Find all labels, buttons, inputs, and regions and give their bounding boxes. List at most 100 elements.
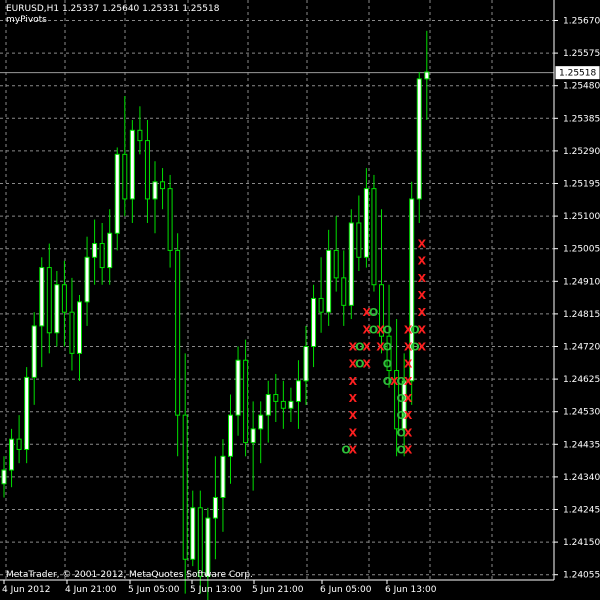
candle [84, 236, 90, 326]
candle [348, 209, 354, 320]
candle [228, 394, 233, 484]
candle [250, 401, 256, 491]
candle [31, 312, 37, 405]
time-tick-label: 5 Jun 13:00 [190, 585, 242, 595]
candle [190, 490, 196, 567]
candle-body-bull [1, 469, 7, 485]
candle [24, 367, 30, 464]
candle-body-bull [235, 359, 241, 416]
time-tick-label: 4 Jun 21:00 [65, 585, 117, 595]
candle-body-bull [212, 496, 218, 519]
candle [341, 250, 347, 326]
candle [99, 222, 105, 285]
copyright-label: MetaTrader, © 2001-2012, MetaQuotes Soft… [6, 570, 253, 580]
pnf-x-mark: X [418, 255, 427, 268]
candle [114, 147, 120, 251]
symbol-info-label: EURUSD,H1 1.25337 1.25640 1.25331 1.2551… [6, 4, 220, 14]
time-tick-label: 4 Jun 2012 [2, 585, 50, 595]
candle-body-bear [379, 284, 384, 337]
time-tick-label: 6 Jun 05:00 [320, 585, 372, 595]
pnf-x-mark: X [418, 306, 427, 319]
candle [69, 277, 75, 371]
candle-body-bull [311, 297, 317, 347]
candle-body-bull [114, 153, 120, 234]
candle-body-bull [92, 243, 98, 258]
candle-body-bull [220, 455, 226, 498]
current-price-tag [555, 66, 600, 80]
candle-body-bull [250, 428, 256, 444]
pnf-x-mark: X [418, 289, 427, 302]
candle-body-bear [197, 507, 203, 577]
candle-body-bull [152, 181, 158, 200]
candle [46, 243, 52, 354]
candle-body-bear [182, 414, 188, 560]
pnf-x-mark: X [404, 341, 413, 354]
candle-body-bull [424, 71, 430, 80]
pnf-x-mark: X [404, 358, 413, 371]
price-tick-label: 1.24055 [563, 571, 600, 581]
axis-labels: 1.25670 1.25575 1.25480 1.25385 1.25290 1.251… [2, 17, 600, 596]
candle-body-bull [265, 394, 271, 416]
candle-body-bull [77, 301, 82, 354]
candle [409, 181, 415, 405]
candle-body-bear [333, 249, 339, 279]
pnf-x-mark: X [418, 323, 427, 336]
candle-body-bull [129, 129, 135, 200]
candle [311, 284, 317, 368]
candle [333, 216, 339, 292]
price-tick-label: 1.24530 [563, 408, 600, 418]
candle [16, 415, 22, 464]
pnf-o-mark: O [397, 409, 406, 422]
price-tick-label: 1.24435 [563, 440, 600, 450]
candle [235, 346, 241, 436]
pnf-o-mark: O [410, 341, 419, 354]
candle-body-bull [416, 78, 422, 200]
candle [205, 507, 211, 600]
price-tick-label: 1.25670 [563, 17, 600, 27]
candle [212, 456, 218, 560]
price-tick-label: 1.24245 [563, 506, 600, 516]
candle-body-bear [144, 140, 150, 200]
pnf-x-mark: X [362, 358, 371, 371]
candle-body-bear [137, 129, 143, 142]
pnf-x-mark: X [349, 341, 358, 354]
candle [175, 233, 181, 457]
candle [160, 168, 166, 210]
pnf-x-mark: X [349, 443, 358, 456]
pnf-x-mark: X [404, 375, 413, 388]
pnf-o-mark: O [369, 323, 378, 336]
price-tick-label: 1.24910 [563, 277, 600, 287]
candle [416, 71, 422, 223]
candle [197, 490, 203, 594]
candle [167, 174, 173, 268]
current-price-tag-label: 1.25518 [559, 69, 596, 79]
pnf-x-mark: X [418, 341, 427, 354]
candle-body-bear [175, 249, 181, 416]
candle-body-bull [84, 256, 90, 303]
candle [9, 428, 15, 488]
candle [288, 387, 294, 422]
price-tick-label: 1.24150 [563, 538, 600, 548]
candle-body-bull [326, 249, 332, 313]
candle-body-bull [409, 198, 415, 382]
candle-body-bear [16, 438, 22, 450]
candle-body-bear [61, 284, 67, 313]
pnf-x-mark: X [404, 323, 413, 336]
candle [258, 401, 264, 464]
candle-body-bull [205, 517, 211, 577]
candle-body-bull [303, 346, 309, 382]
pnf-o-mark: O [410, 323, 419, 336]
pnf-x-mark: X [362, 323, 371, 336]
price-tick-label: 1.25575 [563, 49, 600, 59]
candle [92, 219, 98, 285]
pnf-x-mark: X [404, 409, 413, 422]
pnf-o-mark: O [341, 443, 350, 456]
pnf-o-mark: O [355, 358, 364, 371]
price-tick-label: 1.25100 [563, 212, 600, 222]
price-tick-label: 1.24340 [563, 473, 600, 483]
candle-body-bear [69, 311, 75, 354]
pnf-o-mark: O [383, 358, 392, 371]
time-tick-label: 5 Jun 05:00 [128, 585, 180, 595]
